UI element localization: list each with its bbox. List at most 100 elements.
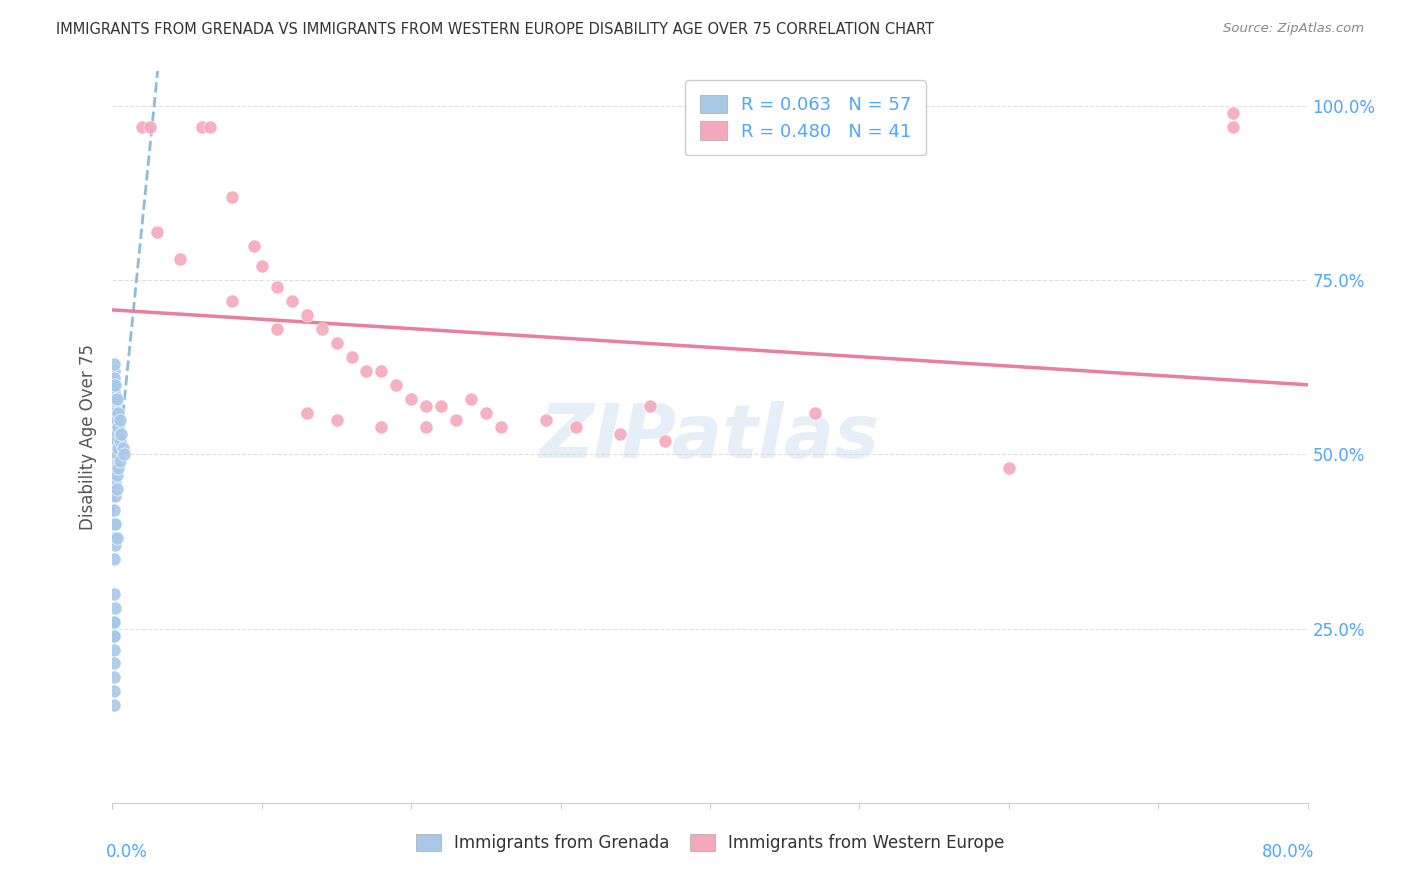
Point [191, 120, 214, 134]
Point [103, 357, 125, 371]
Point [221, 294, 243, 309]
Point [103, 552, 125, 566]
Point [105, 483, 128, 497]
Point [325, 412, 347, 426]
Point [103, 454, 125, 468]
Point [103, 441, 125, 455]
Point [103, 377, 125, 392]
Point [609, 426, 631, 441]
Point [105, 468, 128, 483]
Point [139, 120, 162, 134]
Point [198, 120, 221, 134]
Point [104, 517, 127, 532]
Point [107, 441, 129, 455]
Point [104, 538, 127, 552]
Point [169, 252, 191, 267]
Point [103, 399, 125, 413]
Point [103, 392, 125, 406]
Point [104, 392, 127, 406]
Point [1222, 106, 1244, 120]
Point [295, 308, 318, 322]
Text: 80.0%: 80.0% [1263, 843, 1315, 861]
Text: ZIPatlas: ZIPatlas [540, 401, 880, 474]
Point [114, 448, 135, 462]
Point [146, 225, 169, 239]
Point [281, 294, 304, 309]
Point [103, 434, 125, 448]
Point [103, 406, 125, 420]
Point [489, 419, 512, 434]
Legend: Immigrants from Grenada, Immigrants from Western Europe: Immigrants from Grenada, Immigrants from… [408, 825, 1012, 860]
Text: 0.0%: 0.0% [105, 843, 148, 861]
Point [640, 399, 662, 413]
Point [654, 434, 676, 448]
Y-axis label: Disability Age Over 75: Disability Age Over 75 [79, 344, 97, 530]
Point [430, 399, 453, 413]
Point [104, 377, 127, 392]
Point [803, 406, 825, 420]
Text: IMMIGRANTS FROM GRENADA VS IMMIGRANTS FROM WESTERN EUROPE DISABILITY AGE OVER 75: IMMIGRANTS FROM GRENADA VS IMMIGRANTS FR… [56, 22, 934, 37]
Point [103, 412, 125, 426]
Point [131, 120, 153, 134]
Point [295, 406, 318, 420]
Point [105, 448, 128, 462]
Point [103, 684, 125, 698]
Point [370, 419, 392, 434]
Point [104, 426, 127, 441]
Point [104, 475, 127, 490]
Point [103, 587, 125, 601]
Point [108, 412, 131, 426]
Point [103, 364, 125, 378]
Point [266, 322, 288, 336]
Point [103, 670, 125, 684]
Point [103, 629, 125, 643]
Point [103, 698, 125, 713]
Point [1222, 120, 1244, 134]
Point [250, 260, 273, 274]
Point [340, 350, 363, 364]
Point [110, 426, 132, 441]
Point [111, 441, 134, 455]
Point [385, 377, 408, 392]
Point [107, 406, 129, 420]
Point [460, 392, 482, 406]
Text: Source: ZipAtlas.com: Source: ZipAtlas.com [1223, 22, 1364, 36]
Point [221, 190, 243, 204]
Point [401, 392, 423, 406]
Point [103, 615, 125, 629]
Point [103, 426, 125, 441]
Point [243, 238, 266, 252]
Point [564, 419, 586, 434]
Point [108, 454, 131, 468]
Point [325, 336, 347, 351]
Point [103, 371, 125, 385]
Point [266, 280, 288, 294]
Point [103, 615, 125, 629]
Point [415, 399, 437, 413]
Point [103, 657, 125, 671]
Point [103, 419, 125, 434]
Point [103, 642, 125, 657]
Point [104, 448, 127, 462]
Point [103, 629, 125, 643]
Point [311, 322, 333, 336]
Point [998, 461, 1021, 475]
Point [104, 406, 127, 420]
Point [105, 531, 128, 545]
Point [444, 412, 467, 426]
Point [415, 419, 437, 434]
Point [103, 517, 125, 532]
Point [103, 503, 125, 517]
Point [104, 600, 127, 615]
Point [107, 461, 129, 475]
Point [103, 384, 125, 399]
Point [475, 406, 498, 420]
Point [356, 364, 378, 378]
Point [534, 412, 557, 426]
Point [370, 364, 392, 378]
Point [103, 531, 125, 545]
Point [108, 434, 131, 448]
Point [105, 434, 128, 448]
Point [105, 412, 128, 426]
Point [107, 419, 129, 434]
